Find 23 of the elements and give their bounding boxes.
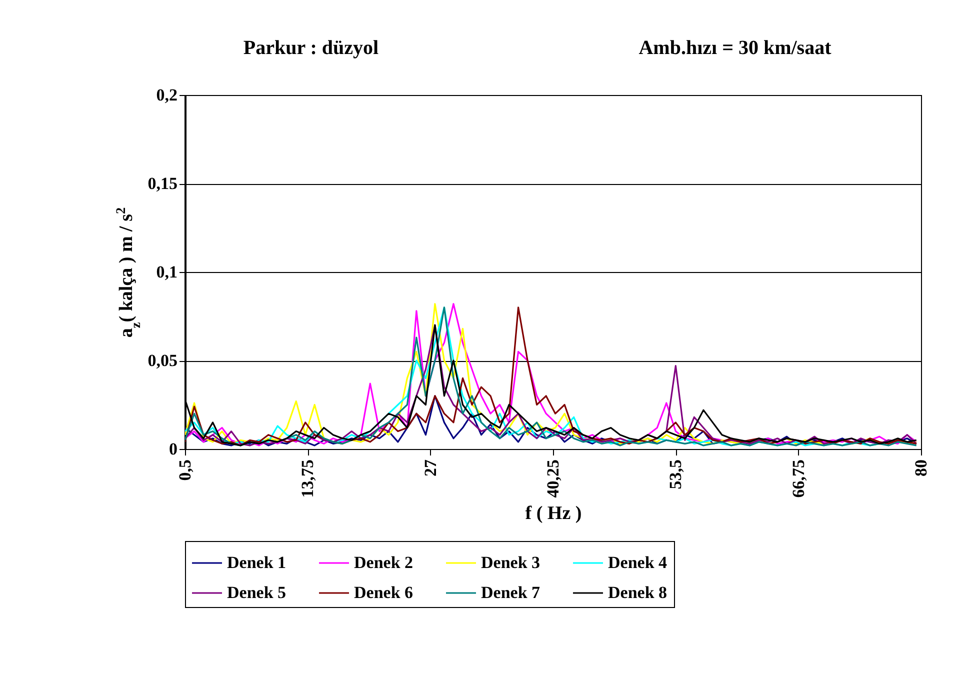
x-tick-label: 13,75 (298, 460, 318, 498)
text: Amb.hızı = 30 km/saat (638, 37, 832, 59)
x-tick-label: 0,5 (176, 460, 194, 481)
legend-label: Denek 8 (608, 583, 668, 602)
x-tick-label: 66,75 (788, 460, 808, 498)
y-tick-label: 0 (169, 440, 178, 458)
legend-label: Denek 3 (481, 553, 540, 572)
legend-label: Denek 6 (354, 583, 414, 602)
legend-label: Denek 5 (227, 583, 286, 602)
y-tick-label: 0,2 (156, 86, 178, 104)
y-tick-label: 0,1 (156, 262, 178, 282)
chart-title: Parkur : düzyol (243, 37, 380, 59)
x-tick-label: 80 (912, 460, 930, 476)
x-tick-label: 53,5 (666, 460, 686, 490)
legend-label: Denek 4 (608, 553, 668, 572)
legend-label: Denek 2 (354, 553, 414, 572)
legend-label: Denek 7 (481, 583, 541, 602)
y-tick-label: 0,15 (148, 174, 178, 193)
x-axis-title: f ( Hz ) (525, 502, 582, 524)
legend-label: Denek 1 (227, 553, 286, 572)
x-tick-label: 40,25 (544, 460, 562, 498)
x-tick-label: 27 (420, 459, 440, 476)
y-tick-label: 0,05 (148, 351, 178, 370)
